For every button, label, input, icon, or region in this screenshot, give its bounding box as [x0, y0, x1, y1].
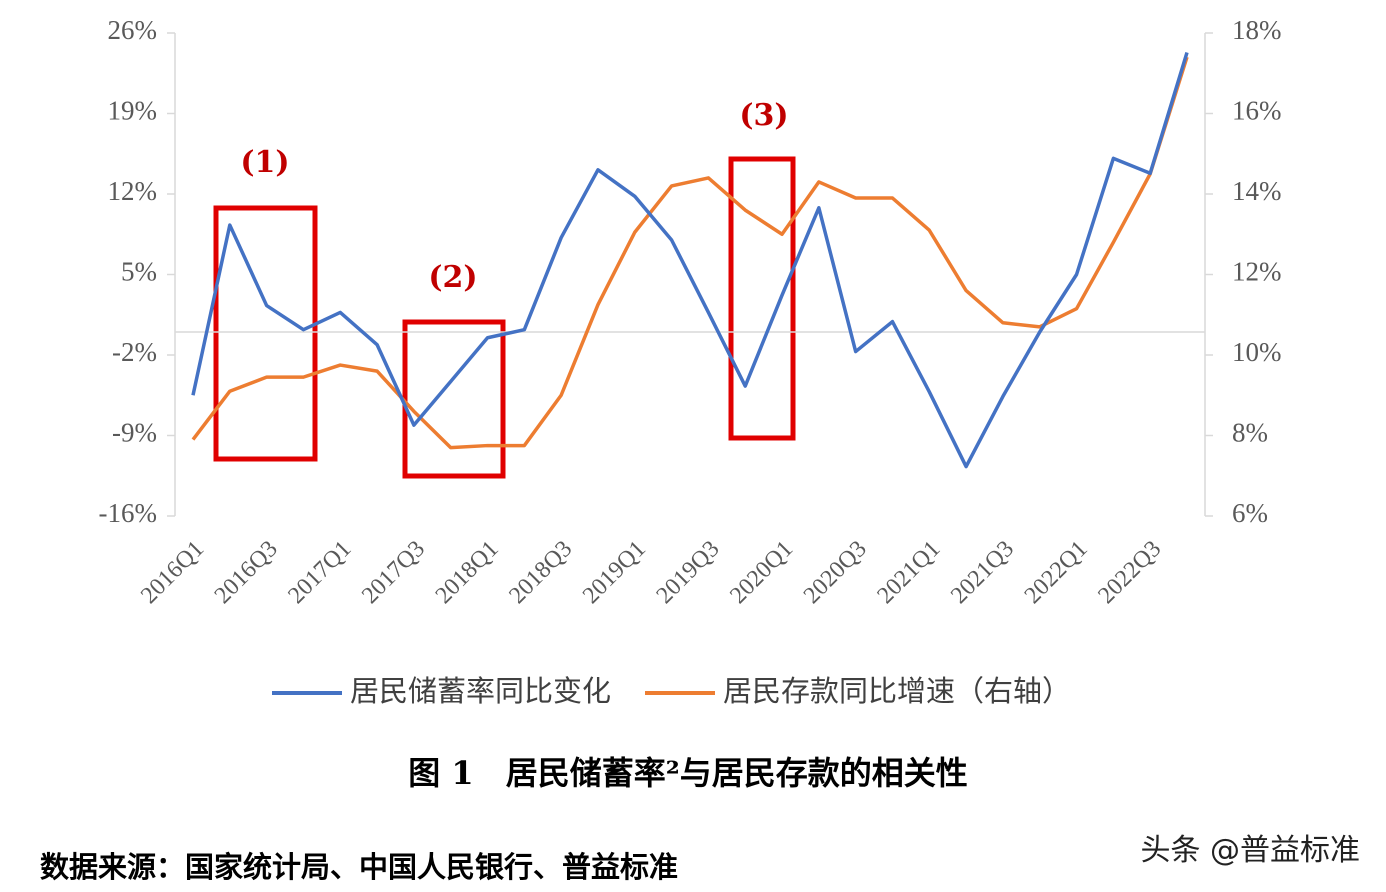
x-tick-label: 2022Q1 — [1020, 536, 1093, 609]
legend-label: 居民储蓄率同比变化 — [350, 674, 611, 708]
series-line — [191, 52, 1189, 469]
x-tick-label: 2017Q3 — [357, 536, 430, 609]
annotation: (2) — [428, 260, 477, 295]
annotation: (3) — [739, 98, 788, 133]
y-tick-label: -9% — [112, 418, 157, 448]
y-tick-label: 26% — [108, 15, 158, 45]
x-tick-label: 2018Q1 — [431, 536, 504, 609]
highlight-box — [728, 156, 796, 441]
series-line — [191, 56, 1189, 450]
y-tick-label: 19% — [108, 96, 158, 126]
x-tick-label: 2018Q3 — [504, 536, 577, 609]
y2-tick-label: 12% — [1232, 257, 1282, 287]
x-tick-label: 2019Q3 — [652, 536, 725, 609]
caption: 图 1 居民储蓄率²与居民存款的相关性 — [408, 754, 967, 792]
y2-tick-label: 14% — [1232, 176, 1282, 206]
x-tick-label: 2016Q3 — [210, 536, 283, 609]
y2-tick-label: 18% — [1232, 15, 1282, 45]
annotation: (1) — [240, 145, 289, 180]
y2-tick-label: 10% — [1232, 337, 1282, 367]
y-tick-label: 12% — [108, 176, 158, 206]
x-tick-label: 2021Q3 — [946, 536, 1019, 609]
x-tick-label: 2022Q3 — [1093, 536, 1166, 609]
y2-tick-label: 6% — [1232, 498, 1268, 528]
watermark: 头条 @普益标准 — [1140, 833, 1360, 868]
x-tick-label: 2017Q1 — [283, 536, 356, 609]
y2-tick-label: 8% — [1232, 418, 1268, 448]
y-tick-label: -2% — [112, 337, 157, 367]
y2-tick-label: 16% — [1232, 96, 1282, 126]
x-tick-label: 2016Q1 — [136, 536, 209, 609]
highlight-box — [213, 205, 318, 462]
y-tick-label: -16% — [99, 498, 157, 528]
legend-label: 居民存款同比增速（右轴） — [723, 674, 1071, 708]
y-tick-label: 5% — [121, 257, 157, 287]
x-tick-label: 2020Q3 — [799, 536, 872, 609]
source: 数据来源：国家统计局、中国人民银行、普益标准 — [40, 850, 678, 884]
x-tick-label: 2020Q1 — [725, 536, 798, 609]
x-tick-label: 2021Q1 — [872, 536, 945, 609]
x-tick-label: 2019Q1 — [578, 536, 651, 609]
highlight-box — [402, 319, 506, 479]
